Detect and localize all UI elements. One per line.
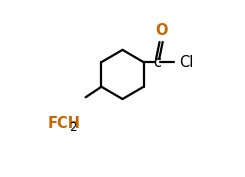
Text: Cl: Cl: [179, 55, 193, 70]
Text: c: c: [154, 55, 162, 70]
Text: O: O: [155, 23, 167, 38]
Text: 2: 2: [69, 121, 76, 134]
Text: FCH: FCH: [47, 116, 80, 131]
